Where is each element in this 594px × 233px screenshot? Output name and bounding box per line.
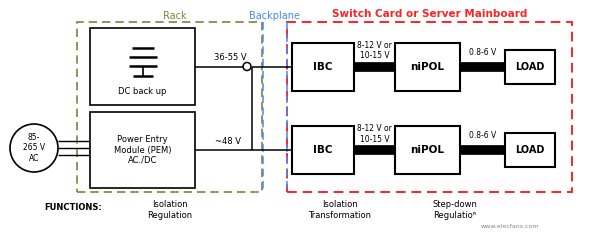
Text: 8-12 V or
10-15 V: 8-12 V or 10-15 V — [357, 124, 392, 144]
Text: IBC: IBC — [313, 62, 333, 72]
Text: Step-down
Regulatioᴿ: Step-down Regulatioᴿ — [432, 200, 478, 220]
Text: www.elecfans.com: www.elecfans.com — [481, 223, 539, 229]
Text: niPOL: niPOL — [410, 62, 444, 72]
Text: IBC: IBC — [313, 145, 333, 155]
Text: Power Entry
Module (PEM)
AC./DC: Power Entry Module (PEM) AC./DC — [113, 135, 171, 165]
Text: 36-55 V: 36-55 V — [214, 53, 247, 62]
Text: Rack: Rack — [163, 11, 187, 21]
Text: niPOL: niPOL — [410, 145, 444, 155]
Bar — [505, 49, 555, 83]
Bar — [77, 22, 262, 192]
Bar — [292, 126, 354, 174]
Text: 8-12 V or
10-15 V: 8-12 V or 10-15 V — [357, 41, 392, 60]
Text: Backplane: Backplane — [249, 11, 301, 21]
Text: Isolation
Transformation: Isolation Transformation — [308, 200, 371, 220]
Text: 0.8-6 V: 0.8-6 V — [469, 131, 496, 140]
Bar — [505, 133, 555, 167]
Text: Switch Card or Server Mainboard: Switch Card or Server Mainboard — [332, 9, 527, 19]
Text: LOAD: LOAD — [516, 145, 545, 155]
Text: FUNCTIONS:: FUNCTIONS: — [44, 203, 102, 212]
Text: LOAD: LOAD — [516, 62, 545, 72]
Bar — [395, 42, 460, 90]
Bar — [292, 42, 354, 90]
Bar — [395, 126, 460, 174]
Text: 0.8-6 V: 0.8-6 V — [469, 48, 496, 57]
Text: ~48 V: ~48 V — [215, 137, 241, 145]
Text: Isolation
Regulation: Isolation Regulation — [147, 200, 192, 220]
Bar — [90, 112, 195, 188]
Text: 85-
265 V
AC: 85- 265 V AC — [23, 133, 45, 163]
Text: DC back up: DC back up — [118, 86, 167, 96]
Bar — [287, 22, 572, 192]
Bar — [90, 28, 195, 105]
